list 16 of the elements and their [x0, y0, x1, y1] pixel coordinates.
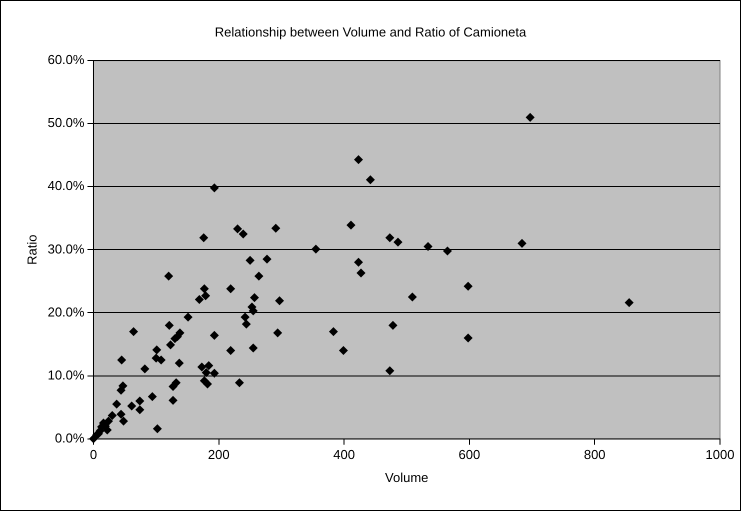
x-axis-title: Volume: [385, 470, 428, 485]
y-tick-label: 10.0%: [48, 367, 85, 382]
chart-title: Relationship between Volume and Ratio of Camioneta: [214, 24, 527, 40]
y-tick-label: 0.0%: [54, 430, 85, 446]
x-tick-label: 800: [584, 447, 606, 462]
y-tick-label: 30.0%: [48, 241, 85, 256]
x-tick-label: 1000: [706, 447, 734, 462]
y-tick-label: 50.0%: [48, 115, 85, 130]
x-tick-label: 400: [333, 447, 355, 462]
y-tick-label: 20.0%: [48, 304, 85, 320]
y-axis-title: Ratio: [24, 234, 40, 265]
x-tick-label: 200: [208, 447, 230, 462]
x-tick-label: 0: [90, 447, 98, 462]
x-tick-label: 600: [458, 447, 480, 462]
y-tick-label: 40.0%: [48, 178, 85, 194]
y-tick-label: 60.0%: [48, 52, 85, 68]
